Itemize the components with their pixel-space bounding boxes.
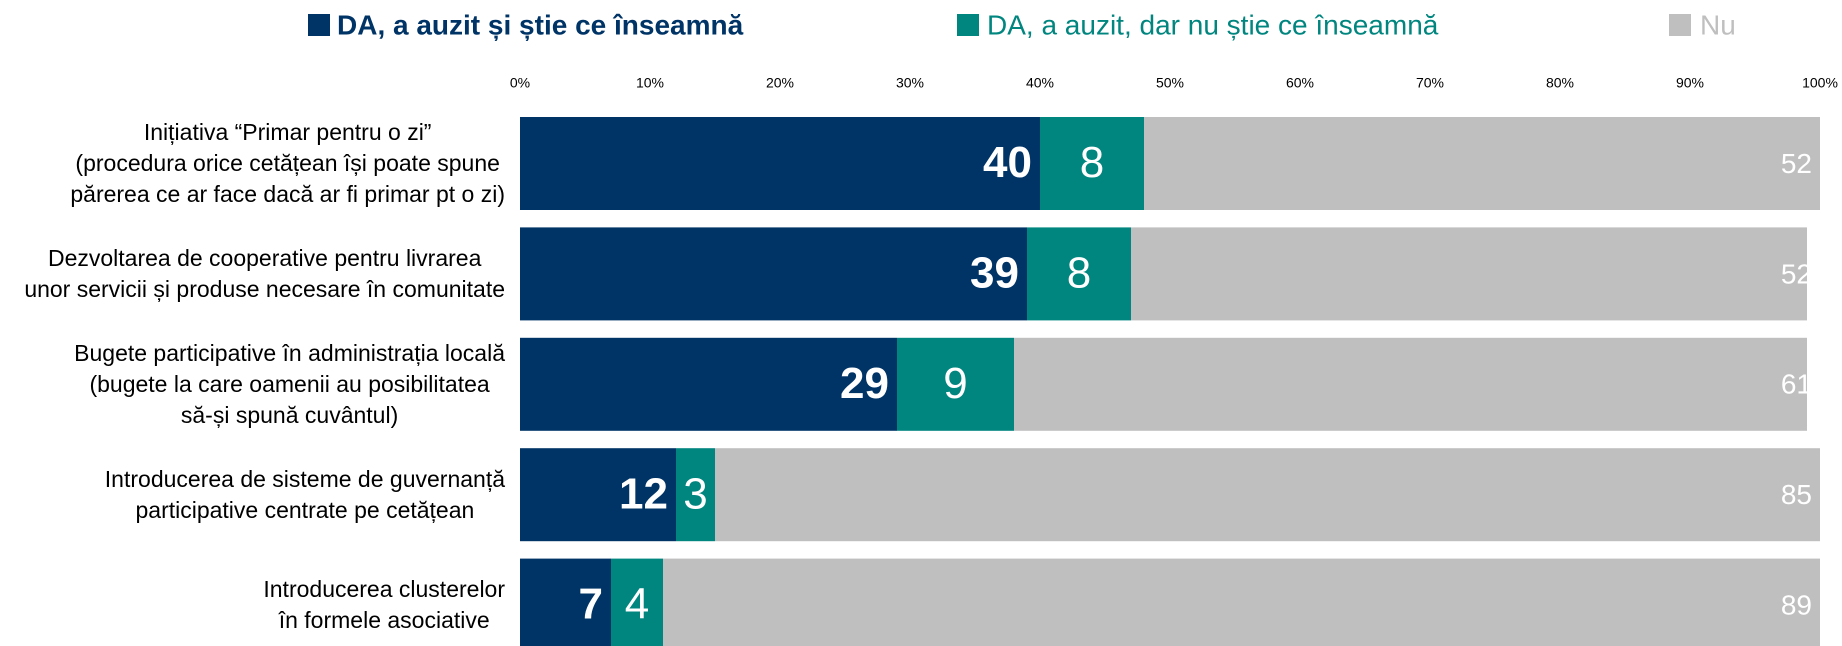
bar-segment xyxy=(520,117,1040,210)
data-label: 3 xyxy=(683,469,707,518)
x-tick-label: 30% xyxy=(896,75,924,91)
data-label: 4 xyxy=(625,580,649,629)
legend-swatch xyxy=(308,14,330,36)
data-label: 52 xyxy=(1781,258,1812,289)
data-label: 29 xyxy=(840,359,889,408)
category-label: Dezvoltarea de cooperative pentru livrar… xyxy=(0,227,505,320)
category-text: Introducerea clusterelor în formele asoc… xyxy=(263,576,505,634)
data-label: 85 xyxy=(1781,479,1812,510)
x-tick-label: 90% xyxy=(1676,75,1704,91)
x-tick-label: 40% xyxy=(1026,75,1054,91)
bar-segment xyxy=(1040,117,1144,210)
bar-segment xyxy=(715,448,1820,542)
category-label: Bugete participative în administrația lo… xyxy=(0,338,505,431)
category-label: Introducerea de sisteme de guvernanță pa… xyxy=(0,448,505,541)
category-text: Bugete participative în administrația lo… xyxy=(74,339,505,428)
bar-segment xyxy=(1144,117,1820,210)
bar-segment xyxy=(1027,227,1131,321)
bar-segment xyxy=(520,337,897,431)
x-tick-label: 100% xyxy=(1802,75,1838,91)
category-text: Dezvoltarea de cooperative pentru livrar… xyxy=(24,244,505,302)
bar-segment xyxy=(1014,337,1807,431)
data-label: 89 xyxy=(1781,589,1812,620)
bar-segment xyxy=(663,558,1820,646)
bar-segment xyxy=(520,448,676,542)
data-label: 12 xyxy=(619,469,668,518)
category-text: Inițiativa “Primar pentru o zi” (procedu… xyxy=(70,119,505,207)
bar-segment xyxy=(520,227,1027,321)
legend-label: DA, a auzit și știe ce înseamnă xyxy=(337,9,744,40)
data-label: 7 xyxy=(579,580,603,629)
bar-segment xyxy=(676,448,715,542)
category-text: Introducerea de sisteme de guvernanță pa… xyxy=(104,465,505,523)
category-label: Inițiativa “Primar pentru o zi” (procedu… xyxy=(0,117,505,210)
data-label: 9 xyxy=(943,359,967,408)
category-label: Introducerea clusterelor în formele asoc… xyxy=(0,559,505,646)
legend-label: DA, a auzit, dar nu știe ce înseamnă xyxy=(987,9,1439,40)
data-label: 61 xyxy=(1781,369,1812,400)
x-tick-label: 70% xyxy=(1416,75,1444,91)
bar-segment xyxy=(1131,227,1807,321)
x-tick-label: 50% xyxy=(1156,75,1184,91)
data-label: 40 xyxy=(983,138,1032,187)
data-label: 8 xyxy=(1067,249,1091,298)
data-label: 39 xyxy=(970,249,1019,298)
bar-segment xyxy=(897,337,1014,431)
data-label: 8 xyxy=(1080,138,1104,187)
x-tick-label: 20% xyxy=(766,75,794,91)
bar-segment xyxy=(611,558,663,646)
x-tick-label: 10% xyxy=(636,75,664,91)
x-tick-label: 80% xyxy=(1546,75,1574,91)
legend-swatch xyxy=(1669,14,1691,36)
x-tick-label: 0% xyxy=(510,75,530,91)
legend-swatch xyxy=(957,14,979,36)
bar-segment xyxy=(520,558,611,646)
legend-label: Nu xyxy=(1700,9,1736,40)
x-tick-label: 60% xyxy=(1286,75,1314,91)
data-label: 52 xyxy=(1781,148,1812,179)
